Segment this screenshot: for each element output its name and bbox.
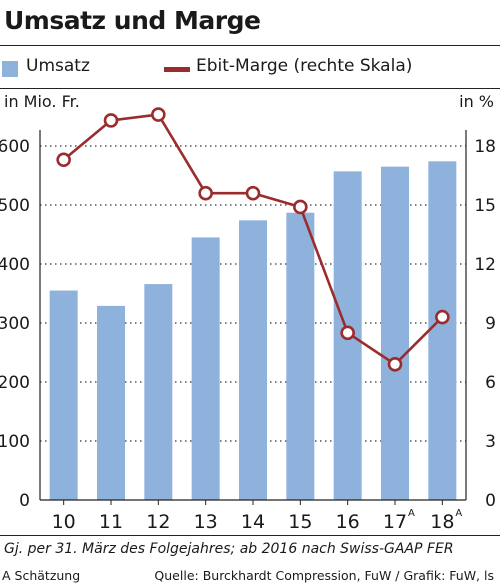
marker-ebit-marge bbox=[103, 113, 119, 128]
x-tick-label: 18 bbox=[430, 511, 454, 533]
left-tick-label: 200 bbox=[0, 373, 30, 393]
legend-line-swatch bbox=[164, 67, 190, 72]
right-tick-label: 12 bbox=[474, 255, 496, 275]
marker-ebit-marge bbox=[245, 185, 261, 201]
title-divider bbox=[0, 45, 500, 46]
axis-divider bbox=[0, 535, 500, 536]
bar-umsatz bbox=[239, 220, 267, 500]
x-tick-label: 14 bbox=[241, 511, 265, 533]
footnote: Gj. per 31. März des Folgejahres; ab 201… bbox=[4, 541, 454, 557]
chart-plot: 0 0 100 3 200 6 300 9 400 12 500 15 600 18 10 11 12 13 14 1… bbox=[0, 107, 496, 533]
right-tick-label: 3 bbox=[485, 432, 496, 452]
chart-title: Umsatz und Marge bbox=[4, 6, 261, 35]
right-axis-unit: in % bbox=[459, 92, 494, 111]
right-tick-label: 9 bbox=[485, 314, 496, 334]
bar-umsatz bbox=[144, 284, 173, 500]
marker-ebit-marge bbox=[340, 325, 355, 341]
right-tick-label: 6 bbox=[485, 373, 496, 393]
marker-ebit-marge bbox=[198, 185, 213, 201]
left-tick-label: 0 bbox=[19, 491, 30, 511]
x-tick-superscript: A bbox=[408, 508, 415, 519]
chart-legend: Umsatz Ebit-Marge (rechte Skala) bbox=[0, 54, 500, 88]
left-tick-label: 100 bbox=[0, 432, 30, 452]
x-tick-label: 16 bbox=[336, 511, 360, 533]
bar-umsatz bbox=[428, 161, 457, 500]
x-tick-label: 11 bbox=[99, 511, 123, 533]
legend-line-label: Ebit-Marge (rechte Skala) bbox=[196, 56, 413, 76]
bar-umsatz bbox=[286, 212, 315, 501]
left-tick-label: 300 bbox=[0, 314, 30, 334]
x-tick-superscript: A bbox=[455, 508, 462, 519]
bar-umsatz bbox=[49, 290, 78, 500]
estimate-note: A Schätzung bbox=[2, 568, 81, 583]
marker-ebit-marge bbox=[435, 309, 450, 325]
x-tick-label: 17 bbox=[383, 511, 407, 533]
left-tick-label: 500 bbox=[0, 196, 30, 216]
bar-umsatz bbox=[381, 166, 409, 500]
marker-ebit-marge bbox=[293, 199, 308, 215]
source-credit: Quelle: Burckhardt Compression, FuW / Gr… bbox=[154, 568, 494, 583]
legend-divider bbox=[0, 88, 500, 89]
legend-bar-swatch bbox=[2, 61, 18, 77]
left-axis-unit: in Mio. Fr. bbox=[4, 92, 80, 111]
legend-bar-label: Umsatz bbox=[26, 56, 90, 76]
x-tick-label: 10 bbox=[52, 511, 76, 533]
left-tick-label: 400 bbox=[0, 255, 30, 275]
marker-ebit-marge bbox=[387, 356, 403, 372]
x-tick-label: 13 bbox=[194, 511, 218, 533]
right-tick-label: 0 bbox=[485, 491, 496, 511]
x-tick-label: 15 bbox=[288, 511, 312, 533]
source-row: A Schätzung Quelle: Burckhardt Compressi… bbox=[0, 568, 500, 588]
marker-ebit-marge bbox=[151, 107, 166, 122]
right-tick-label: 18 bbox=[474, 137, 496, 157]
x-tick-label: 12 bbox=[146, 511, 170, 533]
left-tick-label: 600 bbox=[0, 137, 30, 157]
bar-umsatz bbox=[97, 305, 125, 500]
right-tick-label: 15 bbox=[474, 196, 496, 216]
bar-umsatz bbox=[191, 237, 220, 500]
marker-ebit-marge bbox=[56, 152, 71, 168]
